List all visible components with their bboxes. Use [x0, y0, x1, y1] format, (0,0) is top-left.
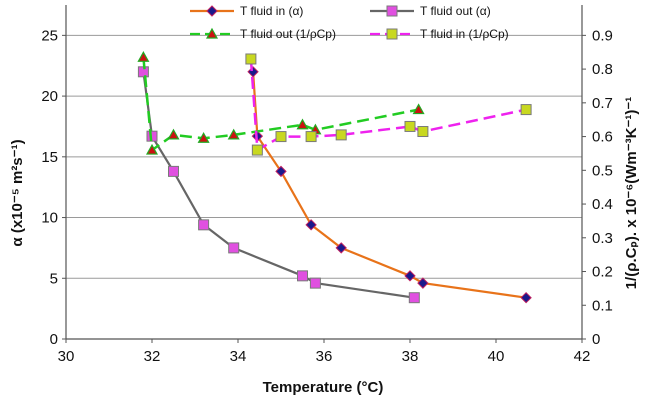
data-point [520, 104, 532, 116]
y2-tick-label: 0.4 [592, 196, 613, 213]
y-axis-title: α (x10⁻⁵ m²s⁻¹) [9, 139, 26, 246]
data-point [412, 103, 425, 115]
data-point [305, 219, 317, 231]
data-point [297, 270, 308, 282]
data-point [145, 143, 159, 155]
x-tick-label: 36 [316, 348, 333, 365]
data-point [227, 128, 240, 140]
data-point [520, 291, 532, 304]
data-point [309, 277, 321, 289]
x-tick-label: 32 [144, 348, 161, 365]
data-point [245, 53, 257, 65]
y-tick-label: 10 [41, 210, 58, 227]
legend-swatch-marker [206, 5, 218, 17]
y2-tick-label: 0.3 [592, 230, 613, 247]
data-point [146, 130, 158, 142]
series-group [137, 51, 532, 304]
y2-tick-label: 0.9 [592, 27, 613, 44]
x-tick-label: 30 [58, 348, 75, 365]
y2-tick-label: 0.8 [592, 61, 613, 78]
data-point [168, 165, 179, 177]
data-point [197, 132, 210, 143]
x-tick-label: 34 [230, 348, 247, 365]
data-point [417, 277, 429, 289]
data-point [404, 120, 416, 132]
y2-tick-label: 0.6 [592, 129, 613, 146]
legend-entry: T fluid out (α) [370, 4, 491, 18]
data-point [251, 144, 263, 156]
data-point [167, 128, 180, 140]
series-line [252, 71, 527, 299]
y2-tick-label: 0.1 [592, 297, 613, 314]
data-point [275, 165, 287, 178]
data-point [198, 219, 210, 231]
y2-tick-label: 0.7 [592, 95, 613, 112]
data-point [408, 292, 420, 304]
data-point [228, 242, 240, 254]
gridlines [66, 34, 582, 279]
y-tick-label: 5 [50, 270, 58, 287]
legend-entry: T fluid in (1/ρCp) [370, 27, 509, 41]
legend-label: T fluid in (α) [240, 4, 303, 18]
tick-labels: 0 5 10 15 20 25 0 0.1 0.2 0.3 0.4 0.5 0.6 0.7 0.8 0.9 30… [41, 27, 613, 365]
data-point [296, 118, 309, 130]
x-tick-label: 42 [574, 348, 591, 365]
legend-label: T fluid out (α) [420, 4, 491, 18]
legend-swatch-marker [205, 27, 219, 39]
y2-axis-title: 1/(ρ.Cₚ). x 10⁻⁶(Wm⁻³K⁻¹)⁻¹ [623, 97, 640, 290]
series-line [249, 58, 527, 153]
y-tick-label: 0 [50, 331, 58, 348]
y2-tick-label: 0.2 [592, 264, 613, 281]
legend: T fluid in (α) T fluid out (α) T fluid out… [190, 4, 509, 41]
series-2 [137, 66, 420, 304]
axes [62, 5, 586, 343]
legend-swatch-marker [386, 28, 398, 40]
data-point [137, 51, 150, 62]
data-point [305, 131, 317, 143]
data-point [247, 66, 259, 78]
legend-label: T fluid in (1/ρCp) [420, 27, 509, 41]
legend-entry: T fluid out (1/ρCp) [190, 27, 336, 41]
data-point [335, 242, 347, 254]
series-line [142, 71, 415, 299]
x-tick-label: 40 [488, 348, 505, 365]
legend-entry: T fluid in (α) [190, 4, 303, 18]
series-1 [247, 66, 532, 304]
data-point [335, 129, 347, 141]
data-point [417, 126, 429, 138]
y-tick-label: 20 [41, 88, 58, 105]
y2-tick-label: 0 [592, 331, 600, 348]
x-axis-title: Temperature (°C) [263, 379, 384, 396]
x-tick-label: 38 [402, 348, 419, 365]
series-4 [245, 53, 532, 156]
y-tick-label: 25 [41, 27, 58, 44]
y-tick-label: 15 [41, 149, 58, 166]
legend-swatch-marker [386, 5, 398, 17]
legend-label: T fluid out (1/ρCp) [240, 27, 336, 41]
data-point [404, 270, 416, 282]
data-point [275, 131, 287, 143]
y2-tick-label: 0.5 [592, 162, 613, 179]
series-3 [137, 51, 425, 155]
